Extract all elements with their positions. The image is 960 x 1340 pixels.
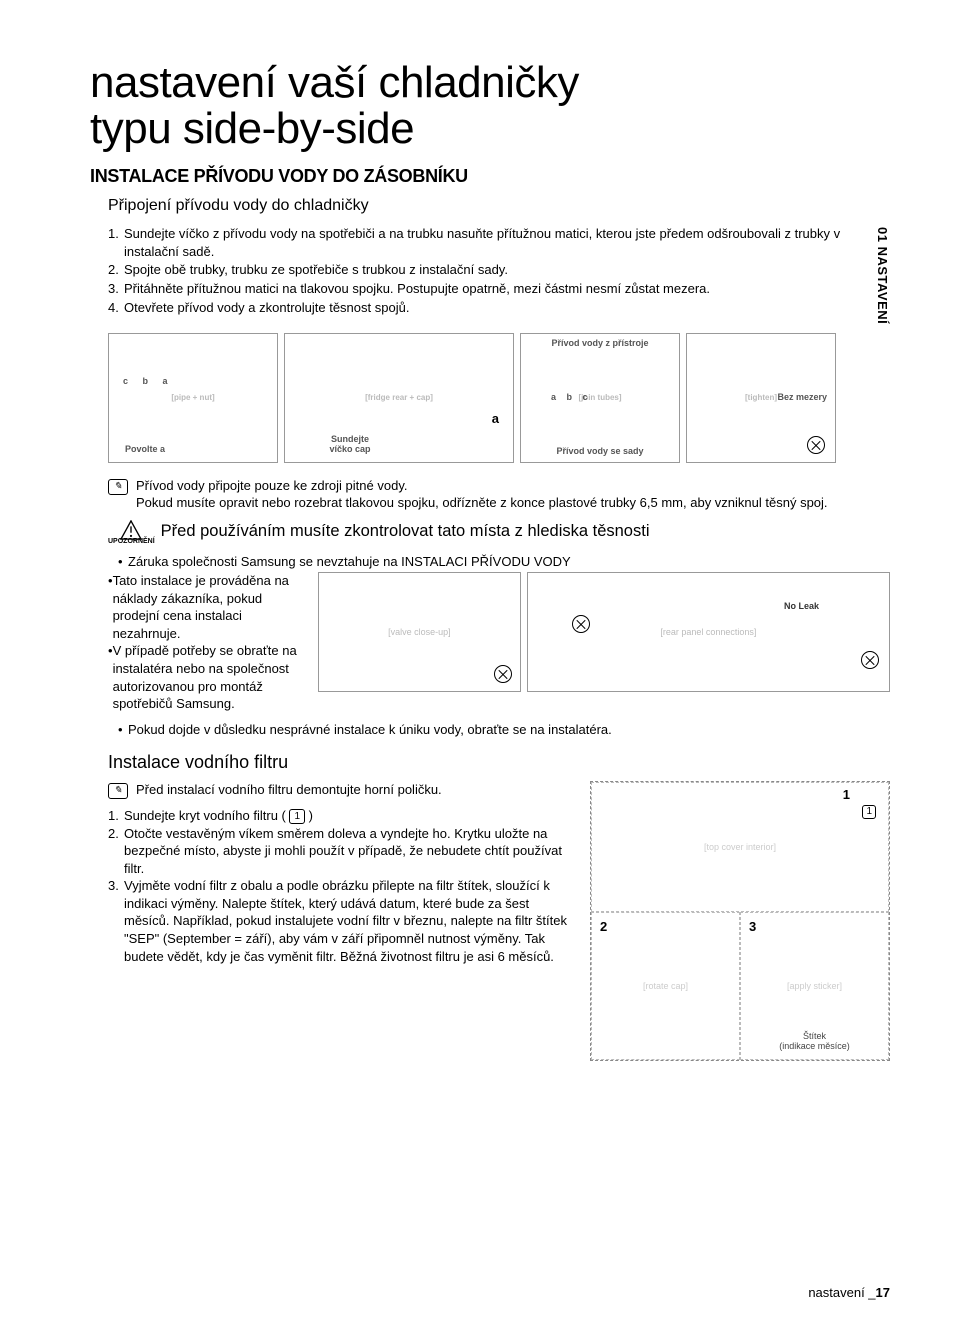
filter-num-2: 2 (600, 919, 607, 934)
bullet-text: Záruka společnosti Samsung se nevztahuje… (128, 553, 571, 571)
intro-row: 1.Sundejte víčko z přívodu vody na spotř… (90, 225, 890, 324)
keycap-1: 1 (289, 809, 305, 824)
step-text: Sundejte kryt vodního filtru ( 1 ) (124, 807, 313, 825)
note-1-text: Přívod vody připojte pouze ke zdroji pit… (136, 477, 828, 512)
diagram-4-label: Bez mezery (777, 392, 827, 402)
section-heading: INSTALACE PŘÍVODU VODY DO ZÁSOBNÍKU (90, 166, 890, 187)
note-1: ✎ Přívod vody připojte pouze ke zdroji p… (108, 477, 890, 512)
diagram-1-label: Povolte a (125, 444, 165, 454)
step-num: 3. (108, 877, 124, 965)
step-text-after: ) (305, 808, 313, 823)
no-icon (861, 651, 879, 669)
note-line: Přívod vody připojte pouze ke zdroji pit… (136, 477, 828, 495)
warning-label: UPOZORNĚNÍ (108, 538, 155, 545)
warning-icon (120, 520, 142, 540)
bullet-text: Tato instalace je prováděna na náklady z… (113, 572, 308, 642)
no-icon (572, 615, 590, 633)
step-text: Spojte obě trubky, trubku ze spotřebiče … (124, 261, 508, 279)
step-text: Přitáhněte přítužnou matici na tlakovou … (124, 280, 710, 298)
footer: nastavení _17 (808, 1285, 890, 1300)
no-leak-label: No Leak (784, 601, 819, 611)
check-bullet-full: •Záruka společnosti Samsung se nevztahuj… (118, 553, 890, 571)
bullet-text: V případě potřeby se obraťte na instalat… (113, 642, 308, 712)
step-num: 2. (108, 825, 124, 878)
check-bullet-after: •Pokud dojde v důsledku nesprávné instal… (118, 721, 890, 739)
note-icon: ✎ (108, 783, 128, 799)
diagram-1: c b a [pipe + nut] Povolte a (108, 333, 278, 463)
check-image-1: [valve close-up] (318, 572, 521, 692)
step-text: Otočte vestavěným víkem směrem doleva a … (124, 825, 570, 878)
footer-page: 17 (876, 1285, 890, 1300)
filter-caption: Štítek (indikace měsíce) (741, 1031, 888, 1051)
step-text-before: Sundejte kryt vodního filtru ( (124, 808, 289, 823)
warning-row: UPOZORNĚNÍ Před používáním musíte zkontr… (108, 520, 890, 545)
diagram-3: Přívod vody z přístroje [join tubes] a b… (520, 333, 680, 463)
diagram-2-label: Sundejte víčko cap (325, 434, 375, 454)
steps-list: 1.Sundejte víčko z přívodu vody na spotř… (108, 225, 863, 317)
filter-num-3: 3 (749, 919, 756, 934)
warning-icon-col: UPOZORNĚNÍ (108, 520, 155, 545)
diagram-3-letters: a b c (551, 392, 592, 402)
diagram-1-letters: c b a (123, 376, 174, 386)
bullet-text: Pokud dojde v důsledku nesprávné instala… (128, 721, 612, 739)
step-text: Vyjměte vodní filtr z obalu a podle obrá… (124, 877, 570, 965)
diagram-3-bottom: Přívod vody se sady (521, 446, 679, 456)
check-image-2: [rear panel connections] No Leak (527, 572, 890, 692)
step-num: 1. (108, 225, 124, 260)
side-tab: 01 NASTAVENÍ (875, 225, 890, 324)
step-text: Sundejte víčko z přívodu vody na spotřeb… (124, 225, 863, 260)
step-num: 3. (108, 280, 124, 298)
diagram-2: [fridge rear + cap] Sundejte víčko cap a (284, 333, 514, 463)
filter-row: ✎ Před instalací vodního filtru demontuj… (108, 781, 890, 1061)
filter-key-1: 1 (862, 805, 876, 819)
no-icon (494, 665, 512, 683)
diagram-4: [tighten] Bez mezery (686, 333, 836, 463)
filter-cell-1: [top cover interior] 1 1 (591, 782, 889, 912)
filter-left: ✎ Před instalací vodního filtru demontuj… (108, 781, 570, 1061)
filter-cell-2: [rotate cap] 2 (591, 912, 740, 1060)
step-text: Otevřete přívod vody a zkontrolujte těsn… (124, 299, 409, 317)
check-images: [valve close-up] [rear panel connections… (318, 572, 890, 712)
step-num: 1. (108, 807, 124, 825)
filter-num-1: 1 (843, 787, 850, 802)
note-icon: ✎ (108, 479, 128, 495)
page-title: nastavení vaší chladničky typu side-by-s… (90, 60, 890, 152)
footer-text: nastavení _ (808, 1285, 875, 1300)
filter-heading: Instalace vodního filtru (108, 752, 890, 773)
note-line: Pokud musíte opravit nebo rozebrat tlako… (136, 494, 828, 512)
step-num: 4. (108, 299, 124, 317)
filter-cell-3: [apply sticker] 3 Štítek (indikace měsíc… (740, 912, 889, 1060)
diagram-3-top: Přívod vody z přístroje (521, 338, 679, 348)
check-text-left: •Tato instalace je prováděna na náklady … (108, 572, 308, 712)
step-num: 2. (108, 261, 124, 279)
warning-text: Před používáním musíte zkontrolovat tato… (161, 520, 650, 542)
filter-note-text: Před instalací vodního filtru demontujte… (136, 781, 442, 799)
diagram-row: c b a [pipe + nut] Povolte a [fridge rea… (108, 333, 890, 463)
sub-heading: Připojení přívodu vody do chladničky (108, 197, 890, 215)
no-icon (807, 436, 825, 454)
title-line-2: typu side-by-side (90, 104, 414, 153)
filter-right-panel: [top cover interior] 1 1 [rotate cap] 2 … (590, 781, 890, 1061)
check-area: •Tato instalace je prováděna na náklady … (108, 572, 890, 712)
title-line-1: nastavení vaší chladničky (90, 58, 579, 107)
